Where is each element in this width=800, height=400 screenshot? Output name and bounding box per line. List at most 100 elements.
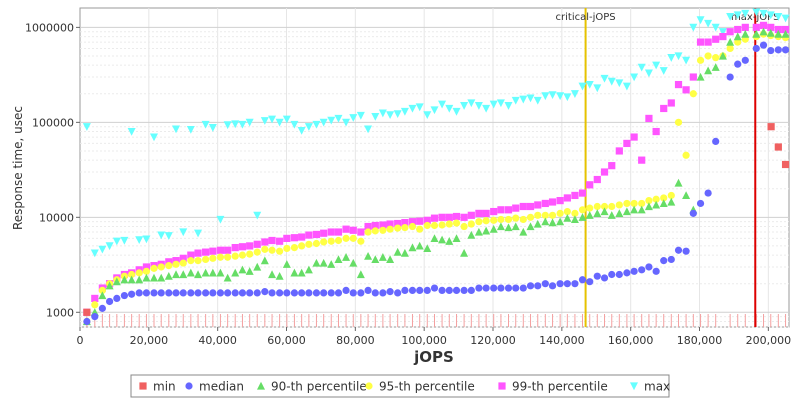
point-max [282,115,291,124]
point-99-th-percentile [667,99,675,107]
point-99-th-percentile [593,175,601,184]
point-95-th-percentile [519,215,527,224]
point-99-th-percentile [556,196,564,205]
point-median [83,317,91,326]
point-median [704,189,712,197]
point-99-th-percentile [165,258,173,266]
point-max [570,90,579,98]
legend-label-min: min [153,380,176,394]
point-99-th-percentile [734,25,742,34]
point-99-th-percentile [423,216,431,224]
point-90-th-percentile [157,273,166,282]
point-99-th-percentile [638,156,646,164]
point-median [556,280,564,288]
legend-marker-99-th-percentile [498,382,506,390]
point-95-th-percentile [416,225,424,233]
point-max [489,100,498,109]
point-95-th-percentile [290,243,299,252]
point-median [563,280,571,288]
legend-label-90-th-percentile: 90-th percentile [271,380,367,394]
point-median [638,266,646,274]
x-tick-label: 120,000 [470,334,516,347]
point-95-th-percentile [541,211,549,219]
point-90-th-percentile [511,222,520,231]
point-max [364,125,373,134]
point-90-th-percentile [393,247,402,256]
point-95-th-percentile [179,259,187,267]
point-90-th-percentile [164,271,173,280]
point-max [548,91,557,100]
point-95-th-percentile [630,199,638,208]
point-95-th-percentile [482,217,490,225]
point-95-th-percentile [349,234,357,242]
point-90-th-percentile [149,273,158,282]
point-99-th-percentile [615,147,623,155]
point-99-th-percentile [512,204,520,212]
point-95-th-percentile [98,286,106,295]
point-99-th-percentile [645,114,653,123]
point-max [82,123,91,131]
point-max [452,107,461,116]
point-max [504,102,513,110]
point-max [105,242,114,251]
point-90-th-percentile [467,230,476,239]
point-95-th-percentile [342,234,350,242]
point-median [667,255,675,264]
point-90-th-percentile [105,281,114,290]
point-95-th-percentile [216,253,225,261]
point-90-th-percentile [519,227,528,236]
point-99-th-percentile [187,251,195,259]
point-95-th-percentile [586,204,594,212]
point-95-th-percentile [283,244,291,253]
point-95-th-percentile [334,236,343,245]
x-axis: 0 20,000 40,000 60,000 80,000 100,000 120,000 1… [77,327,791,347]
legend-marker-90-th-percentile [257,381,265,390]
x-tick-label: 160,000 [608,334,654,347]
point-90-th-percentile [216,268,225,277]
point-99-th-percentile [704,38,712,46]
point-median [216,289,225,297]
point-max [766,11,775,20]
point-90-th-percentile [704,66,713,75]
point-95-th-percentile [600,202,609,211]
point-max [349,114,358,122]
point-95-th-percentile [312,239,321,248]
point-90-th-percentile [172,270,181,279]
point-median [571,280,579,288]
point-max [600,74,609,83]
legend-label-max: max [644,380,670,394]
point-95-th-percentile [128,270,136,279]
point-90-th-percentile [408,243,417,252]
point-90-th-percentile [378,253,387,261]
point-95-th-percentile [660,194,668,202]
point-95-th-percentile [548,211,557,219]
point-95-th-percentile [394,224,402,232]
point-95-th-percentile [726,44,734,53]
point-99-th-percentile [696,38,705,46]
point-95-th-percentile [512,214,520,222]
point-99-th-percentile [209,247,217,255]
point-max [245,118,254,127]
point-90-th-percentile [120,275,129,284]
point-median [497,284,505,292]
point-90-th-percentile [774,29,783,38]
point-95-th-percentile [578,206,587,214]
point-99-th-percentile [261,238,269,246]
point-max [593,84,602,93]
x-tick-label: 180,000 [677,334,723,347]
point-median [759,41,768,49]
point-95-th-percentile [438,221,446,229]
point-99-th-percentile [224,246,232,254]
point-median [231,289,239,297]
point-90-th-percentile [223,273,232,282]
point-max [781,14,790,23]
point-95-th-percentile [652,195,660,203]
point-median [482,284,490,292]
point-median [394,289,402,297]
point-median [660,257,668,265]
point-median [712,137,720,146]
point-90-th-percentile [526,222,535,231]
point-90-th-percentile [253,262,262,271]
point-90-th-percentile [260,256,269,265]
legend-box [130,374,670,398]
